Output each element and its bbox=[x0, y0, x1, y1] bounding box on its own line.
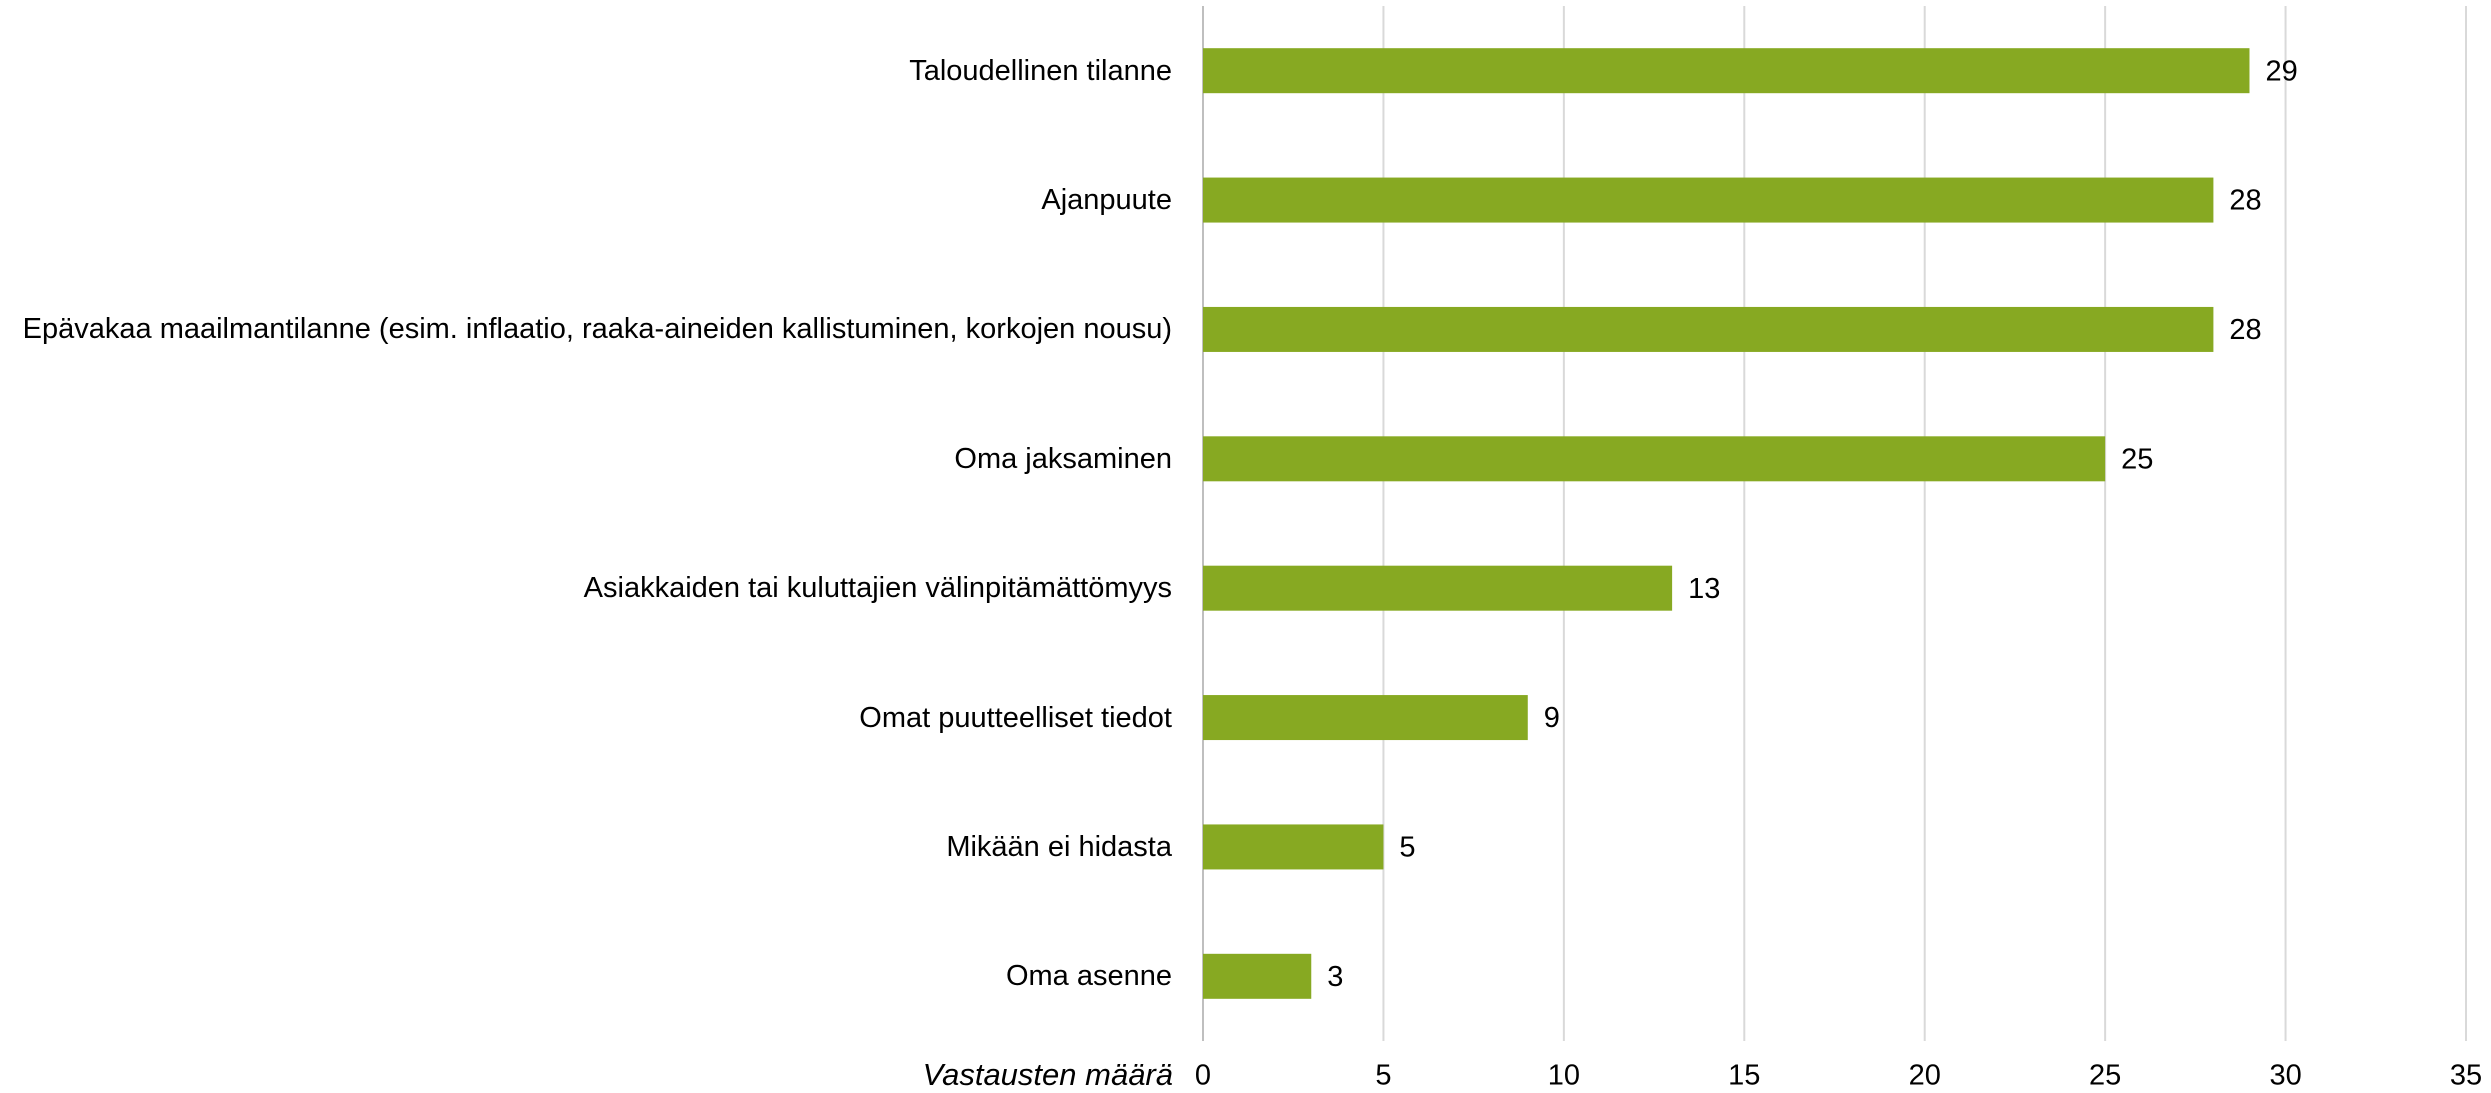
y-tick-label: Mikään ei hidasta bbox=[0, 787, 1172, 907]
x-tick-label: 5 bbox=[1375, 1060, 1391, 1092]
x-tick-label: 25 bbox=[2089, 1060, 2121, 1092]
data-label: 13 bbox=[1688, 573, 1720, 605]
bar bbox=[1203, 953, 1312, 999]
category-text: Mikään ei hidasta bbox=[946, 830, 1172, 863]
x-axis-label: Vastausten määrä bbox=[923, 1057, 1173, 1092]
bar bbox=[1203, 436, 2106, 482]
category-text: Oma jaksaminen bbox=[954, 442, 1172, 475]
y-tick-label: Oma asenne bbox=[0, 916, 1172, 1036]
bar bbox=[1203, 177, 2214, 223]
x-tick-label: 10 bbox=[1548, 1060, 1580, 1092]
x-tick-label: 35 bbox=[2450, 1060, 2482, 1092]
category-text: Oma asenne bbox=[1005, 960, 1172, 993]
x-tick-label: 15 bbox=[1728, 1060, 1760, 1092]
category-text: Ajanpuute bbox=[1041, 184, 1172, 217]
y-tick-label: Oma jaksaminen bbox=[0, 399, 1172, 519]
category-text: Omat puutteelliset tiedot bbox=[859, 701, 1172, 734]
x-tick-label: 20 bbox=[1909, 1060, 1941, 1092]
category-text: Taloudellinen tilanne bbox=[909, 54, 1172, 87]
data-label: 28 bbox=[2229, 185, 2261, 217]
bar bbox=[1203, 48, 2250, 94]
data-label: 29 bbox=[2265, 55, 2297, 87]
data-label: 28 bbox=[2229, 314, 2261, 346]
category-text: Asiakkaiden tai kuluttajien välinpitämät… bbox=[583, 572, 1172, 605]
y-tick-label: Omat puutteelliset tiedot bbox=[0, 658, 1172, 778]
x-tick-label: 0 bbox=[1195, 1060, 1211, 1092]
y-tick-label: Epävakaa maailmantilanne (esim. inflaati… bbox=[0, 269, 1172, 389]
data-label: 5 bbox=[1399, 832, 1415, 864]
y-tick-label: Ajanpuute bbox=[0, 140, 1172, 260]
bar bbox=[1203, 306, 2214, 352]
bar bbox=[1203, 565, 1673, 611]
bar bbox=[1203, 824, 1384, 870]
y-tick-label: Taloudellinen tilanne bbox=[0, 11, 1172, 131]
x-tick-label: 30 bbox=[2269, 1060, 2301, 1092]
bar bbox=[1203, 695, 1528, 741]
y-tick-label: Asiakkaiden tai kuluttajien välinpitämät… bbox=[0, 528, 1172, 648]
category-text: Epävakaa maailmantilanne (esim. inflaati… bbox=[22, 313, 1172, 346]
data-label: 25 bbox=[2121, 443, 2153, 475]
data-label: 3 bbox=[1327, 961, 1343, 993]
data-label: 9 bbox=[1544, 702, 1560, 734]
